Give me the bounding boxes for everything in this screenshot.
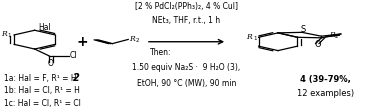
Text: +: + — [76, 35, 88, 49]
Text: NEt₃, THF, r.t., 1 h: NEt₃, THF, r.t., 1 h — [152, 16, 221, 25]
Text: R: R — [1, 30, 6, 38]
Text: 1a: Hal = F, R¹ = H: 1a: Hal = F, R¹ = H — [5, 74, 77, 83]
Text: R: R — [129, 35, 135, 43]
Text: 1c: Hal = Cl, R¹ = Cl: 1c: Hal = Cl, R¹ = Cl — [5, 99, 81, 108]
Text: 12 examples): 12 examples) — [297, 89, 354, 98]
Text: 4 (39-79%,: 4 (39-79%, — [300, 75, 350, 84]
Text: R: R — [246, 33, 252, 41]
Text: Then:: Then: — [150, 48, 171, 57]
Text: 2: 2 — [335, 34, 338, 39]
Text: EtOH, 90 °C (MW), 90 min: EtOH, 90 °C (MW), 90 min — [137, 79, 236, 88]
Text: 1: 1 — [253, 36, 257, 41]
Text: 1: 1 — [8, 33, 11, 38]
Text: O: O — [48, 59, 54, 68]
Text: S: S — [301, 25, 306, 34]
Text: Hal: Hal — [39, 23, 51, 32]
Text: 2: 2 — [73, 73, 79, 83]
Text: 2: 2 — [136, 38, 139, 43]
Text: [2 % PdCl₂(PPh₃)₂, 4 % CuI]: [2 % PdCl₂(PPh₃)₂, 4 % CuI] — [135, 2, 238, 11]
Text: O: O — [314, 40, 321, 49]
Text: Cl: Cl — [70, 51, 77, 60]
Text: 1b: Hal = Cl, R¹ = H: 1b: Hal = Cl, R¹ = H — [5, 86, 81, 95]
Text: R: R — [329, 31, 335, 39]
Text: 1.50 equiv Na₂S ·  9 H₂O (3),: 1.50 equiv Na₂S · 9 H₂O (3), — [132, 63, 241, 72]
